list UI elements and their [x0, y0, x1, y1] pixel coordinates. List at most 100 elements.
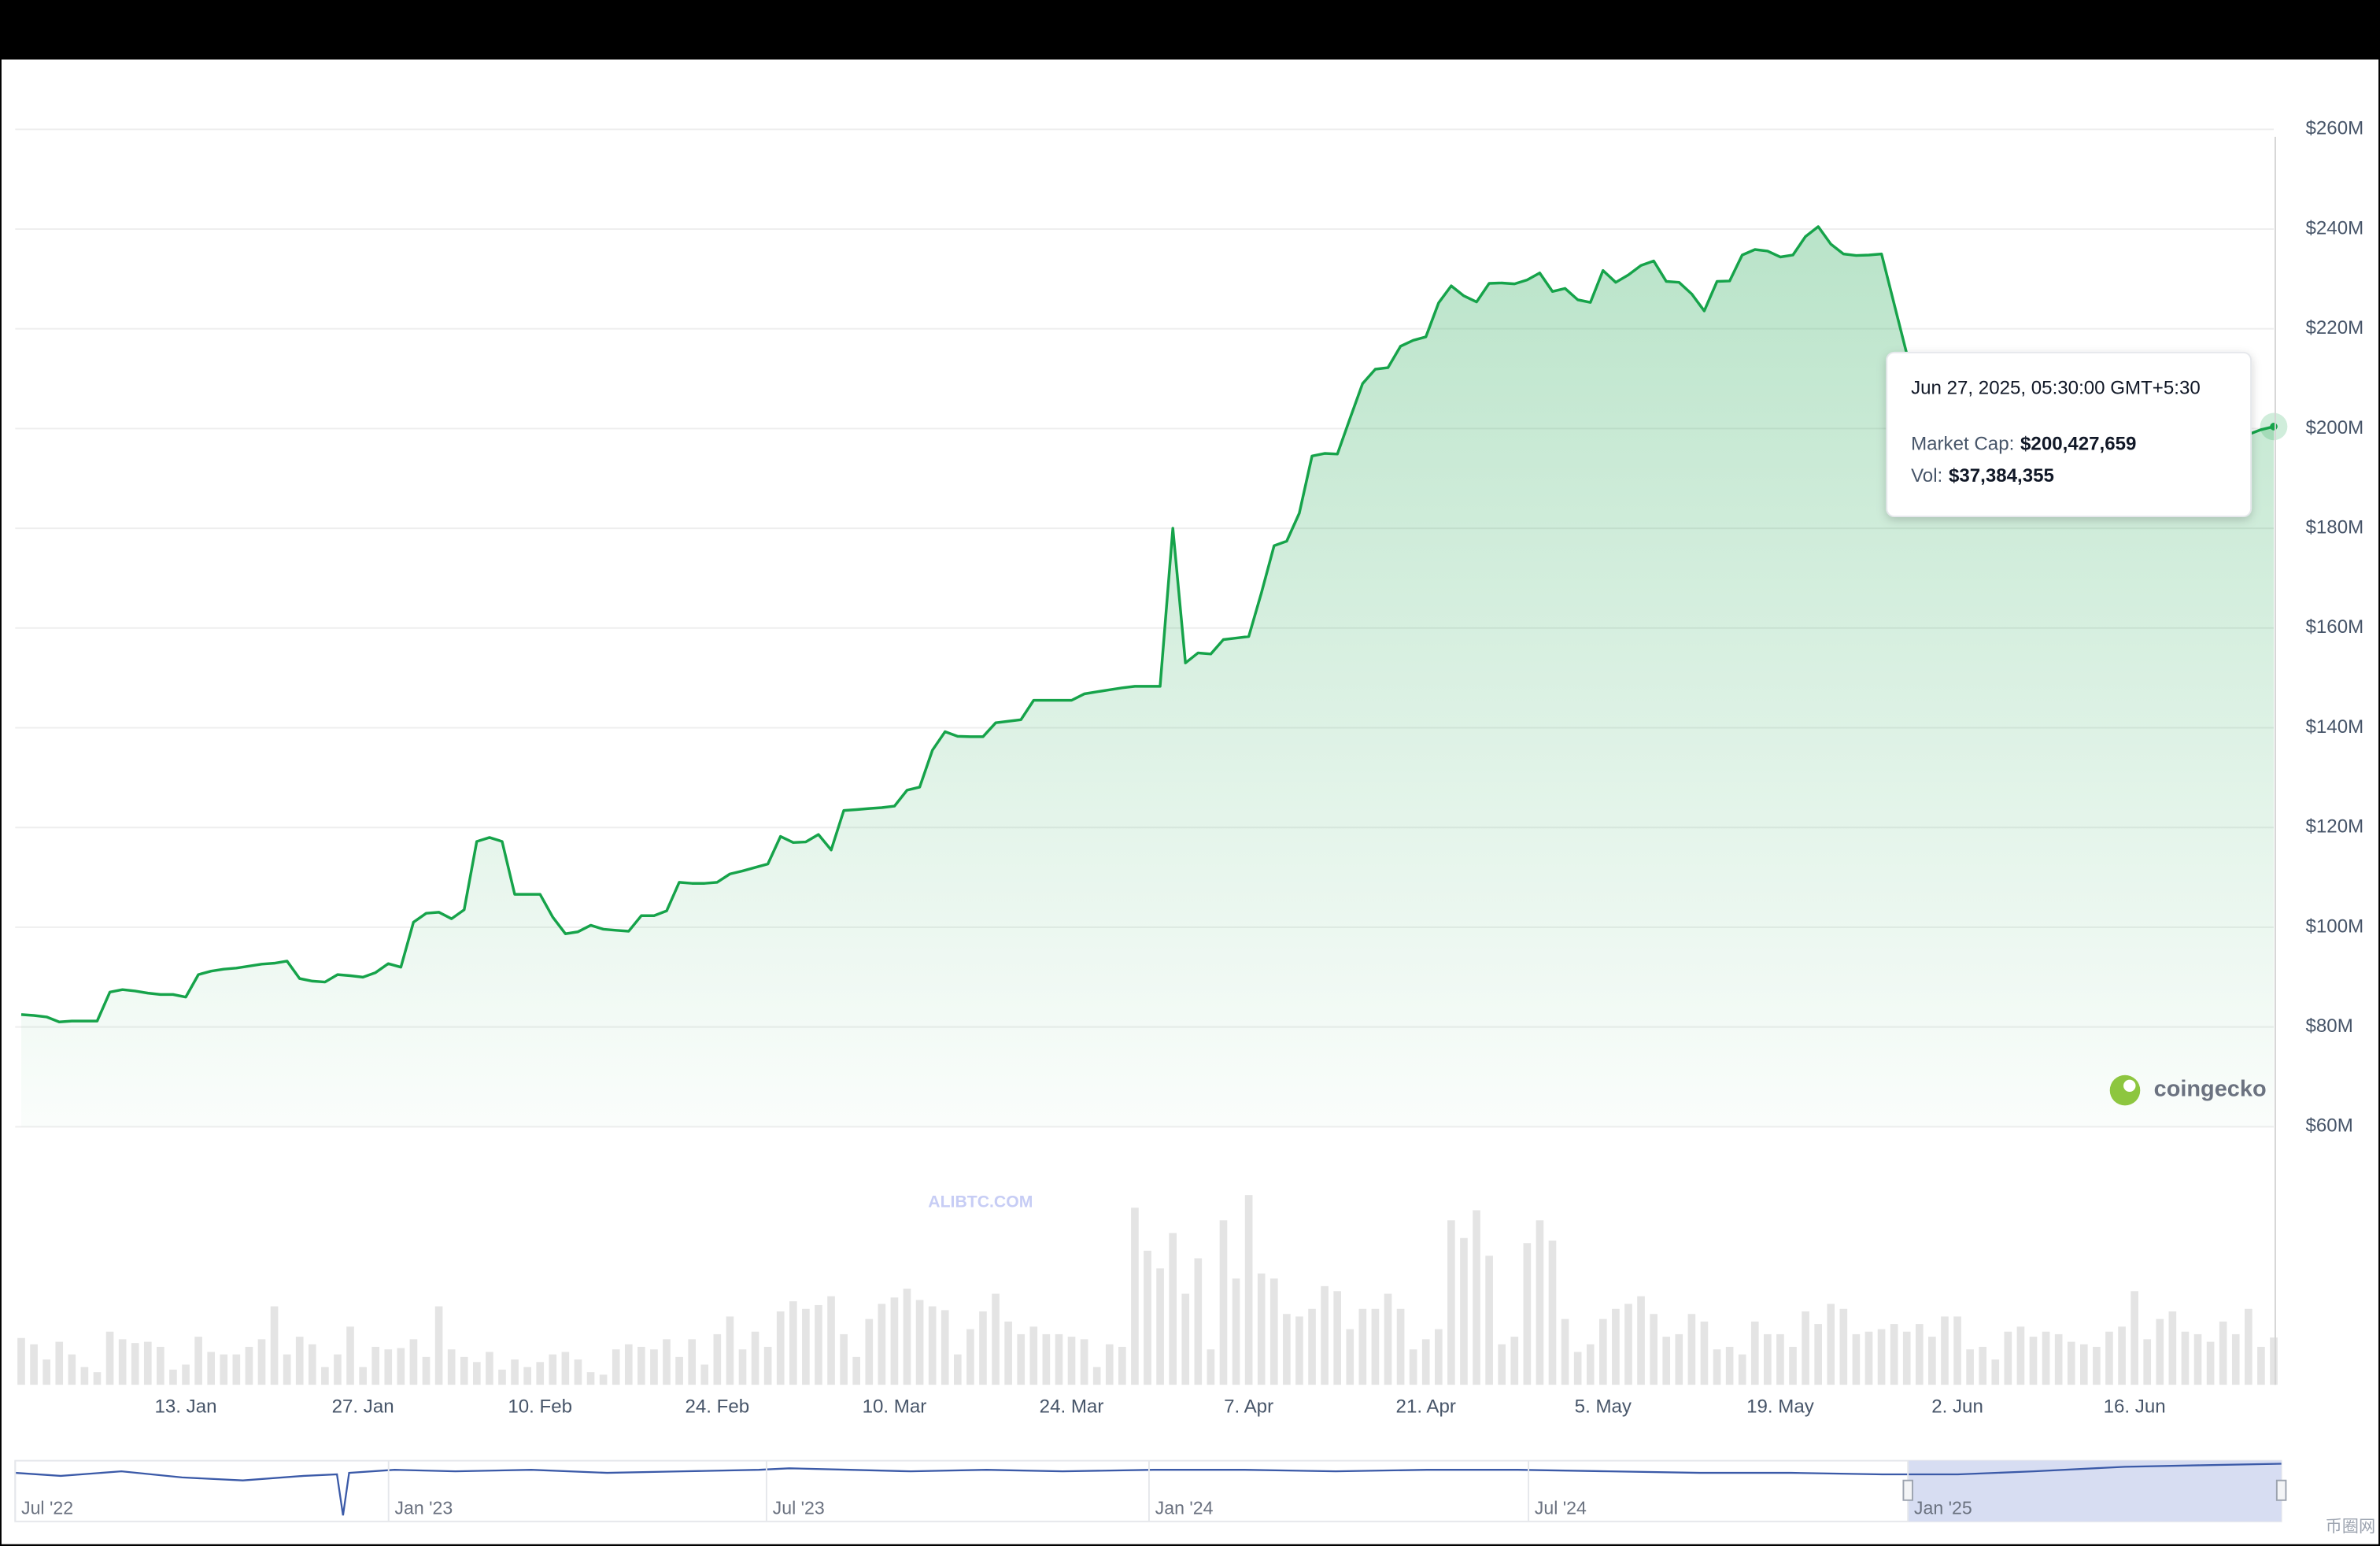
x-tick-label: 24. Mar — [1040, 1396, 1104, 1418]
volume-bar — [1409, 1349, 1417, 1385]
volume-bar — [486, 1352, 493, 1385]
volume-bar — [1561, 1319, 1569, 1385]
volume-bar — [1269, 1278, 1278, 1385]
volume-bar — [131, 1343, 139, 1385]
volume-bar — [1460, 1237, 1468, 1385]
volume-bar — [68, 1354, 76, 1385]
volume-bar — [561, 1352, 570, 1385]
volume-bar — [1839, 1308, 1848, 1385]
volume-bar — [1586, 1344, 1595, 1385]
volume-bar — [422, 1356, 431, 1385]
volume-bar — [776, 1311, 785, 1385]
volume-bar — [1105, 1344, 1114, 1385]
volume-bar — [1346, 1329, 1354, 1385]
volume-bar — [726, 1316, 734, 1385]
volume-bar — [586, 1372, 595, 1385]
y-tick-label: $80M — [2306, 1015, 2353, 1037]
navigator-line — [15, 1463, 2282, 1516]
volume-bar — [1953, 1316, 1961, 1385]
volume-bar — [865, 1319, 874, 1385]
volume-bar — [30, 1344, 38, 1385]
volume-bar — [55, 1341, 64, 1385]
volume-bar — [953, 1354, 962, 1385]
volume-bar — [1902, 1331, 1911, 1385]
volume-bar — [2143, 1339, 2152, 1385]
hover-point — [2270, 423, 2278, 431]
volume-bar — [700, 1364, 709, 1385]
volume-bar — [1055, 1333, 1063, 1385]
x-tick-label: 5. May — [1575, 1396, 1632, 1418]
volume-bar — [42, 1359, 50, 1385]
navigator-label: Jul '23 — [773, 1497, 825, 1518]
volume-bar — [2079, 1344, 2088, 1385]
volume-bar — [1675, 1333, 1683, 1385]
volume-bar — [384, 1349, 393, 1385]
volume-bar — [1510, 1337, 1519, 1385]
volume-bar — [182, 1364, 190, 1385]
volume-bar — [105, 1331, 114, 1385]
volume-bar — [1498, 1344, 1506, 1385]
volume-bar — [1776, 1333, 1784, 1385]
volume-bar — [283, 1354, 291, 1385]
volume-bar — [1308, 1308, 1316, 1385]
volume-bar — [2193, 1333, 2202, 1385]
volume-bar — [460, 1356, 468, 1385]
volume-bar — [1991, 1359, 2000, 1385]
volume-bar — [1396, 1308, 1405, 1385]
volume-bar — [207, 1352, 216, 1385]
volume-bar — [536, 1362, 545, 1385]
volume-bar — [194, 1337, 202, 1385]
volume-bar — [1421, 1339, 1430, 1385]
volume-bar — [1371, 1308, 1380, 1385]
volume-bar — [2105, 1331, 2113, 1385]
volume-bar — [2067, 1341, 2075, 1385]
volume-bar — [245, 1347, 253, 1385]
volume-bar — [1207, 1349, 1215, 1385]
volume-bar — [157, 1347, 164, 1385]
volume-bar — [1181, 1293, 1190, 1385]
volume-bar — [941, 1310, 949, 1385]
volume-bars — [17, 1195, 2278, 1385]
volume-bar — [827, 1296, 835, 1385]
x-tick-label: 13. Jan — [154, 1396, 216, 1418]
volume-bar — [2219, 1321, 2227, 1385]
y-tick-label: $260M — [2306, 118, 2364, 139]
volume-bar — [1029, 1326, 1038, 1385]
volume-bar — [890, 1297, 899, 1385]
volume-bar — [840, 1333, 848, 1385]
volume-bar — [2168, 1311, 2177, 1385]
volume-bar — [1725, 1347, 1734, 1385]
x-tick-label: 10. Mar — [863, 1396, 927, 1418]
volume-bar — [903, 1289, 911, 1385]
volume-bar — [1295, 1316, 1303, 1385]
volume-bar — [1194, 1258, 1203, 1385]
navigator-handle — [1902, 1479, 1913, 1501]
volume-bar — [2004, 1331, 2012, 1385]
volume-bar — [751, 1331, 759, 1385]
volume-bar — [789, 1301, 797, 1385]
volume-bar — [1941, 1316, 1949, 1385]
x-tick-label: 21. Apr — [1396, 1396, 1456, 1418]
volume-bar — [688, 1339, 696, 1385]
volume-bar — [1573, 1352, 1582, 1385]
volume-bar — [1750, 1321, 1759, 1385]
navigator-labels: Jul '22 Jan '23 Jul '23 Jan '24 Jul '24 Jan '… — [14, 1460, 1972, 1522]
volume-bar — [2131, 1291, 2138, 1385]
volume-bar — [523, 1367, 531, 1385]
volume-bar — [815, 1304, 822, 1385]
volume-bar — [2270, 1337, 2278, 1385]
y-tick-label: $180M — [2306, 516, 2364, 538]
tooltip-value: $37,384,355 — [1949, 465, 2054, 486]
navigator-label: Jan '24 — [1155, 1497, 1214, 1518]
volume-bar — [371, 1347, 380, 1385]
volume-bar — [2245, 1308, 2252, 1385]
volume-bar — [1624, 1304, 1632, 1385]
volume-bar — [663, 1339, 671, 1385]
volume-bar — [1650, 1314, 1658, 1385]
volume-bar — [1244, 1195, 1253, 1385]
y-tick-label: $240M — [2306, 217, 2364, 239]
volume-bar — [1877, 1329, 1886, 1385]
volume-bar — [1864, 1331, 1873, 1385]
